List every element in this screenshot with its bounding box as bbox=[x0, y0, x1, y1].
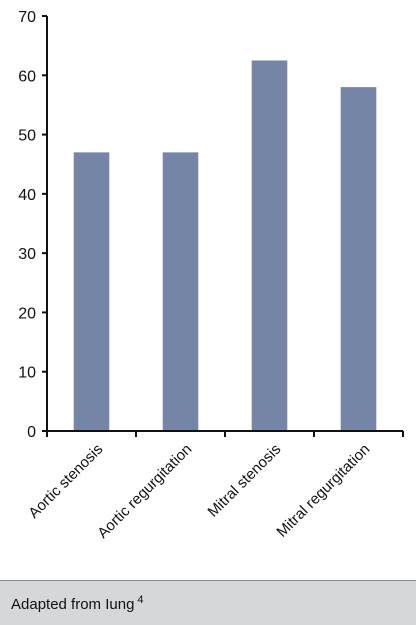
bar bbox=[251, 60, 288, 431]
y-tick-label: 50 bbox=[18, 128, 36, 145]
bar bbox=[162, 152, 199, 431]
category-label: Mitral stenosis bbox=[205, 441, 285, 521]
source-footer: Adapted from Iung 4 bbox=[0, 580, 416, 625]
bar bbox=[73, 152, 110, 431]
y-axis: 0 10 20 30 40 50 60 70 bbox=[18, 9, 48, 441]
y-tick-label: 40 bbox=[18, 187, 36, 204]
y-tick-label: 0 bbox=[27, 424, 36, 441]
y-tick-label: 70 bbox=[18, 9, 36, 26]
reference-number: 4 bbox=[137, 594, 144, 606]
category-label: Aortic stenosis bbox=[25, 441, 106, 522]
y-tick-label: 20 bbox=[18, 305, 36, 322]
category-label: Aortic regurgitation bbox=[94, 441, 195, 542]
source-text: Adapted from Iung bbox=[11, 596, 135, 613]
bar bbox=[340, 87, 377, 432]
y-tick-label: 10 bbox=[18, 365, 36, 382]
y-tick-label: 30 bbox=[18, 246, 36, 263]
y-tick-label: 60 bbox=[18, 68, 36, 85]
source-note: Adapted from Iung 4 bbox=[11, 594, 144, 613]
bars bbox=[73, 60, 377, 432]
category-label: Mitral regurgitation bbox=[273, 441, 373, 541]
